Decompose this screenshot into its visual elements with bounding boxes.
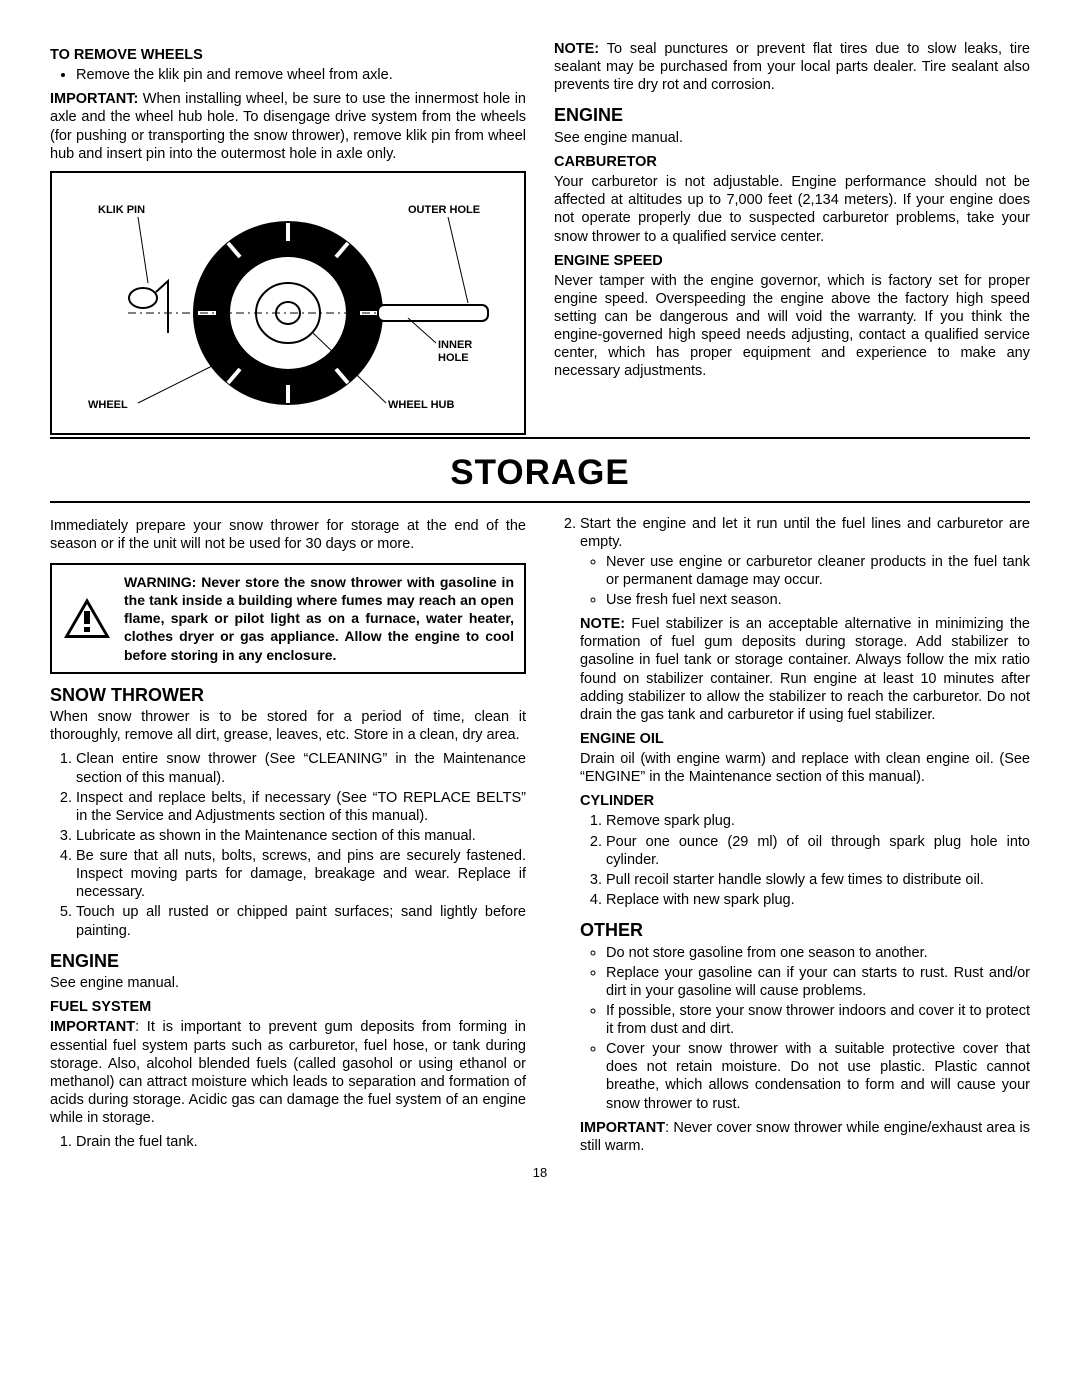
storage-title: STORAGE	[50, 451, 1030, 495]
remove-wheels-list: Remove the klik pin and remove wheel fro…	[50, 66, 526, 84]
other-important-paragraph: IMPORTANT: Never cover snow thrower whil…	[580, 1119, 1030, 1155]
list-item: Drain the fuel tank.	[76, 1133, 526, 1151]
diagram-label-wheelhub: WHEEL HUB	[388, 399, 454, 411]
storage-columns: Immediately prepare your snow thrower fo…	[50, 515, 1030, 1158]
engine2-heading: ENGINE	[50, 950, 526, 973]
list-item: Be sure that all nuts, bolts, screws, an…	[76, 847, 526, 901]
engine-oil-paragraph: Drain oil (with engine warm) and replace…	[580, 750, 1030, 786]
list-item: Clean entire snow thrower (See “CLEANING…	[76, 750, 526, 786]
warning-icon	[62, 596, 112, 640]
warning-text: WARNING: Never store the snow thrower wi…	[124, 573, 514, 664]
list-item: Inspect and replace belts, if necessary …	[76, 789, 526, 825]
diagram-label-outerhole: OUTER HOLE	[408, 204, 480, 216]
other-heading: OTHER	[580, 919, 1030, 942]
wheel-diagram-svg: KLIK PIN OUTER HOLE INNER HOLE WHEEL WHE…	[62, 183, 514, 423]
storage-intro: Immediately prepare your snow thrower fo…	[50, 517, 526, 553]
remove-wheels-heading: TO REMOVE WHEELS	[50, 46, 526, 64]
list-item: Never use engine or carburetor cleaner p…	[606, 553, 1030, 589]
list-item: Use fresh fuel next season.	[606, 591, 1030, 609]
engine-speed-paragraph: Never tamper with the engine governor, w…	[554, 272, 1030, 381]
list-item: Do not store gasoline from one season to…	[606, 944, 1030, 962]
engine-speed-heading: ENGINE SPEED	[554, 252, 1030, 270]
important-label: IMPORTANT:	[50, 91, 138, 107]
stabilizer-note-label: NOTE:	[580, 616, 625, 632]
diagram-label-klikpin: KLIK PIN	[98, 204, 145, 216]
list-item: Remove the klik pin and remove wheel fro…	[76, 66, 526, 84]
engine-paragraph: See engine manual.	[554, 129, 1030, 147]
list-item: Pull recoil starter handle slowly a few …	[606, 871, 1030, 889]
snow-thrower-list: Clean entire snow thrower (See “CLEANING…	[50, 750, 526, 939]
wheel-diagram: KLIK PIN OUTER HOLE INNER HOLE WHEEL WHE…	[50, 171, 526, 435]
fuel-important-label: IMPORTANT	[50, 1019, 135, 1035]
remove-wheels-block: TO REMOVE WHEELS Remove the klik pin and…	[50, 46, 526, 163]
cylinder-heading: CYLINDER	[580, 792, 1030, 810]
note-label: NOTE:	[554, 41, 599, 57]
warning-box: WARNING: Never store the snow thrower wi…	[50, 563, 526, 674]
cylinder-list: Remove spark plug. Pour one ounce (29 ml…	[580, 812, 1030, 909]
list-item: Start the engine and let it run until th…	[580, 515, 1030, 551]
divider	[50, 501, 1030, 503]
carburetor-heading: CARBURETOR	[554, 153, 1030, 171]
stabilizer-note-paragraph: NOTE: Fuel stabilizer is an acceptable a…	[580, 615, 1030, 724]
diagram-label-wheel: WHEEL	[88, 399, 128, 411]
list-item: Touch up all rusted or chipped paint sur…	[76, 903, 526, 939]
page-number: 18	[50, 1165, 1030, 1181]
list-item: Replace your gasoline can if your can st…	[606, 964, 1030, 1000]
diagram-label-innerhole-l2: HOLE	[438, 352, 469, 364]
engine-oil-heading: ENGINE OIL	[580, 730, 1030, 748]
upper-columns: TO REMOVE WHEELS Remove the klik pin and…	[50, 40, 1030, 435]
other-important-label: IMPORTANT	[580, 1120, 665, 1136]
list-item: If possible, store your snow thrower ind…	[606, 1002, 1030, 1038]
fuel-notes-list: Never use engine or carburetor cleaner p…	[580, 553, 1030, 609]
diagram-label-innerhole-l1: INNER	[438, 339, 472, 351]
other-list: Do not store gasoline from one season to…	[580, 944, 1030, 1113]
note-text: To seal punctures or prevent flat tires …	[554, 41, 1030, 93]
list-item: Remove spark plug.	[606, 812, 1030, 830]
list-item: Cover your snow thrower with a suitable …	[606, 1040, 1030, 1113]
note-paragraph: NOTE: To seal punctures or prevent flat …	[554, 40, 1030, 94]
list-item: Lubricate as shown in the Maintenance se…	[76, 827, 526, 845]
carburetor-paragraph: Your carburetor is not adjustable. Engin…	[554, 173, 1030, 246]
stabilizer-note-text: Fuel stabilizer is an acceptable alterna…	[580, 616, 1030, 723]
list-item: Replace with new spark plug.	[606, 891, 1030, 909]
fuel-important-paragraph: IMPORTANT: It is important to prevent gu…	[50, 1018, 526, 1127]
snow-thrower-paragraph: When snow thrower is to be stored for a …	[50, 708, 526, 744]
engine-heading: ENGINE	[554, 104, 1030, 127]
important-paragraph: IMPORTANT: When installing wheel, be sur…	[50, 90, 526, 163]
engine2-paragraph: See engine manual.	[50, 974, 526, 992]
divider	[50, 437, 1030, 439]
fuel-system-heading: FUEL SYSTEM	[50, 998, 526, 1016]
list-item: Pour one ounce (29 ml) of oil through sp…	[606, 833, 1030, 869]
snow-thrower-heading: SNOW THROWER	[50, 684, 526, 707]
